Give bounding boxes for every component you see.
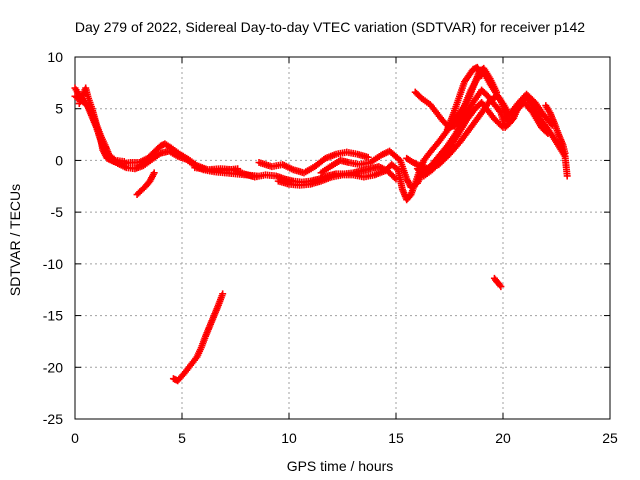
data-markers [71, 63, 571, 385]
data-point [493, 88, 501, 96]
data-point [561, 149, 569, 157]
x-tick-label: 20 [495, 430, 511, 446]
data-point [497, 283, 505, 291]
x-axis-label: GPS time / hours [287, 458, 394, 474]
y-tick-label: 5 [55, 101, 63, 117]
data-series-pass-04 [133, 169, 158, 199]
data-series-pass-12 [443, 63, 486, 133]
x-tick-label: 10 [281, 430, 297, 446]
y-tick-label: -10 [43, 256, 63, 272]
data-point [219, 290, 227, 298]
data-series-pass-15 [490, 274, 505, 291]
axis-ticks: 0 5 10 15 20 25 10 5 0 -5 -10 -15 -20 -25 [43, 49, 618, 446]
data-series-pass-10 [413, 99, 507, 180]
data-point [150, 169, 158, 177]
data-series-pass-03 [75, 84, 128, 165]
y-tick-label: 10 [47, 49, 63, 65]
x-tick-label: 25 [602, 430, 618, 446]
chart-title: Day 279 of 2022, Sidereal Day-to-day VTE… [75, 19, 585, 35]
data-series-pass-14 [169, 290, 227, 385]
y-tick-label: -20 [43, 359, 63, 375]
data-series-pass-13 [542, 102, 569, 157]
data-point [478, 72, 486, 80]
x-tick-label: 5 [178, 430, 186, 446]
data-point [499, 123, 507, 131]
y-axis-label: SDTVAR / TECUs [7, 184, 23, 296]
data-point [498, 122, 506, 130]
plot-frame [74, 56, 611, 420]
data-series-pass-11 [411, 64, 501, 131]
y-tick-label: -25 [43, 411, 63, 427]
data-point [563, 172, 571, 180]
data-series-pass-06 [255, 148, 372, 177]
data-point [120, 157, 128, 165]
x-tick-label: 0 [71, 430, 79, 446]
data-point [543, 128, 551, 136]
x-tick-label: 15 [388, 430, 404, 446]
data-point [544, 130, 552, 138]
y-tick-label: 0 [55, 152, 63, 168]
y-tick-label: -15 [43, 308, 63, 324]
y-tick-label: -5 [51, 204, 64, 220]
